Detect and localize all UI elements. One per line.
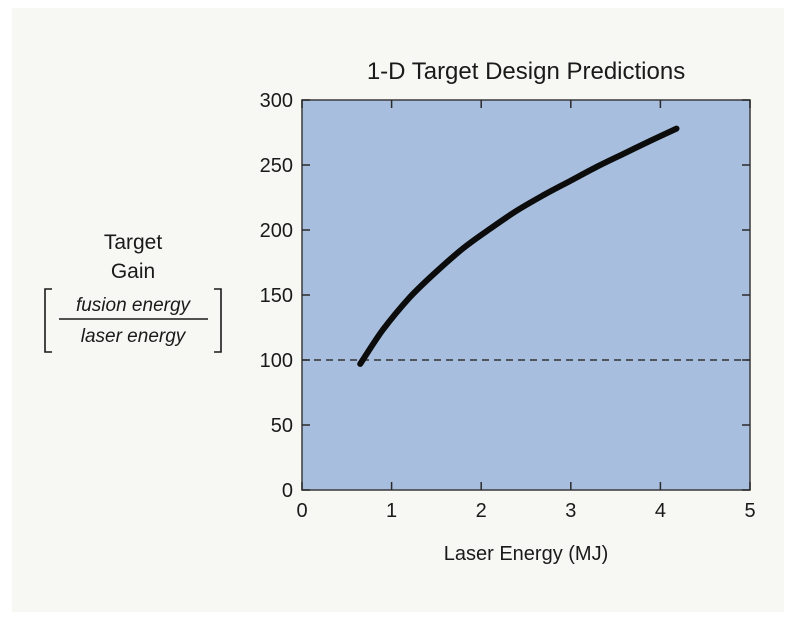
chart-svg: 1-D Target Design Predictions Laser Ener… — [44, 58, 756, 565]
x-axis-label: Laser Energy (MJ) — [444, 543, 609, 565]
y-tick-label: 200 — [260, 220, 293, 242]
y-axis-label: Target Gain fusion energy laser energy — [44, 231, 222, 353]
y-tick-label: 300 — [260, 90, 293, 112]
y-tick-label: 150 — [260, 285, 293, 307]
plot-area — [301, 99, 751, 491]
chart-figure: 1-D Target Design Predictions Laser Ener… — [12, 8, 784, 612]
data-series — [357, 125, 680, 367]
x-tick-label: 5 — [744, 500, 755, 522]
x-tick-label: 1 — [386, 500, 397, 522]
y-axis-label-denominator: laser energy — [81, 326, 187, 347]
x-tick-label: 3 — [565, 500, 576, 522]
target-gain-curve — [357, 125, 680, 367]
chart-title: 1-D Target Design Predictions — [367, 58, 685, 85]
x-tick-label: 0 — [296, 500, 307, 522]
y-axis-label-line2: Gain — [111, 260, 155, 283]
y-tick-label: 250 — [260, 155, 293, 177]
y-tick-label: 0 — [282, 480, 293, 502]
y-tick-label: 50 — [271, 415, 293, 437]
y-axis-label-line1: Target — [104, 231, 163, 254]
y-tick-label: 100 — [260, 350, 293, 372]
y-axis-label-left-bracket — [44, 288, 52, 353]
x-tick-label: 2 — [476, 500, 487, 522]
y-axis-label-right-bracket — [214, 288, 222, 353]
x-tick-label: 4 — [655, 500, 666, 522]
y-axis-label-numerator: fusion energy — [76, 295, 192, 316]
